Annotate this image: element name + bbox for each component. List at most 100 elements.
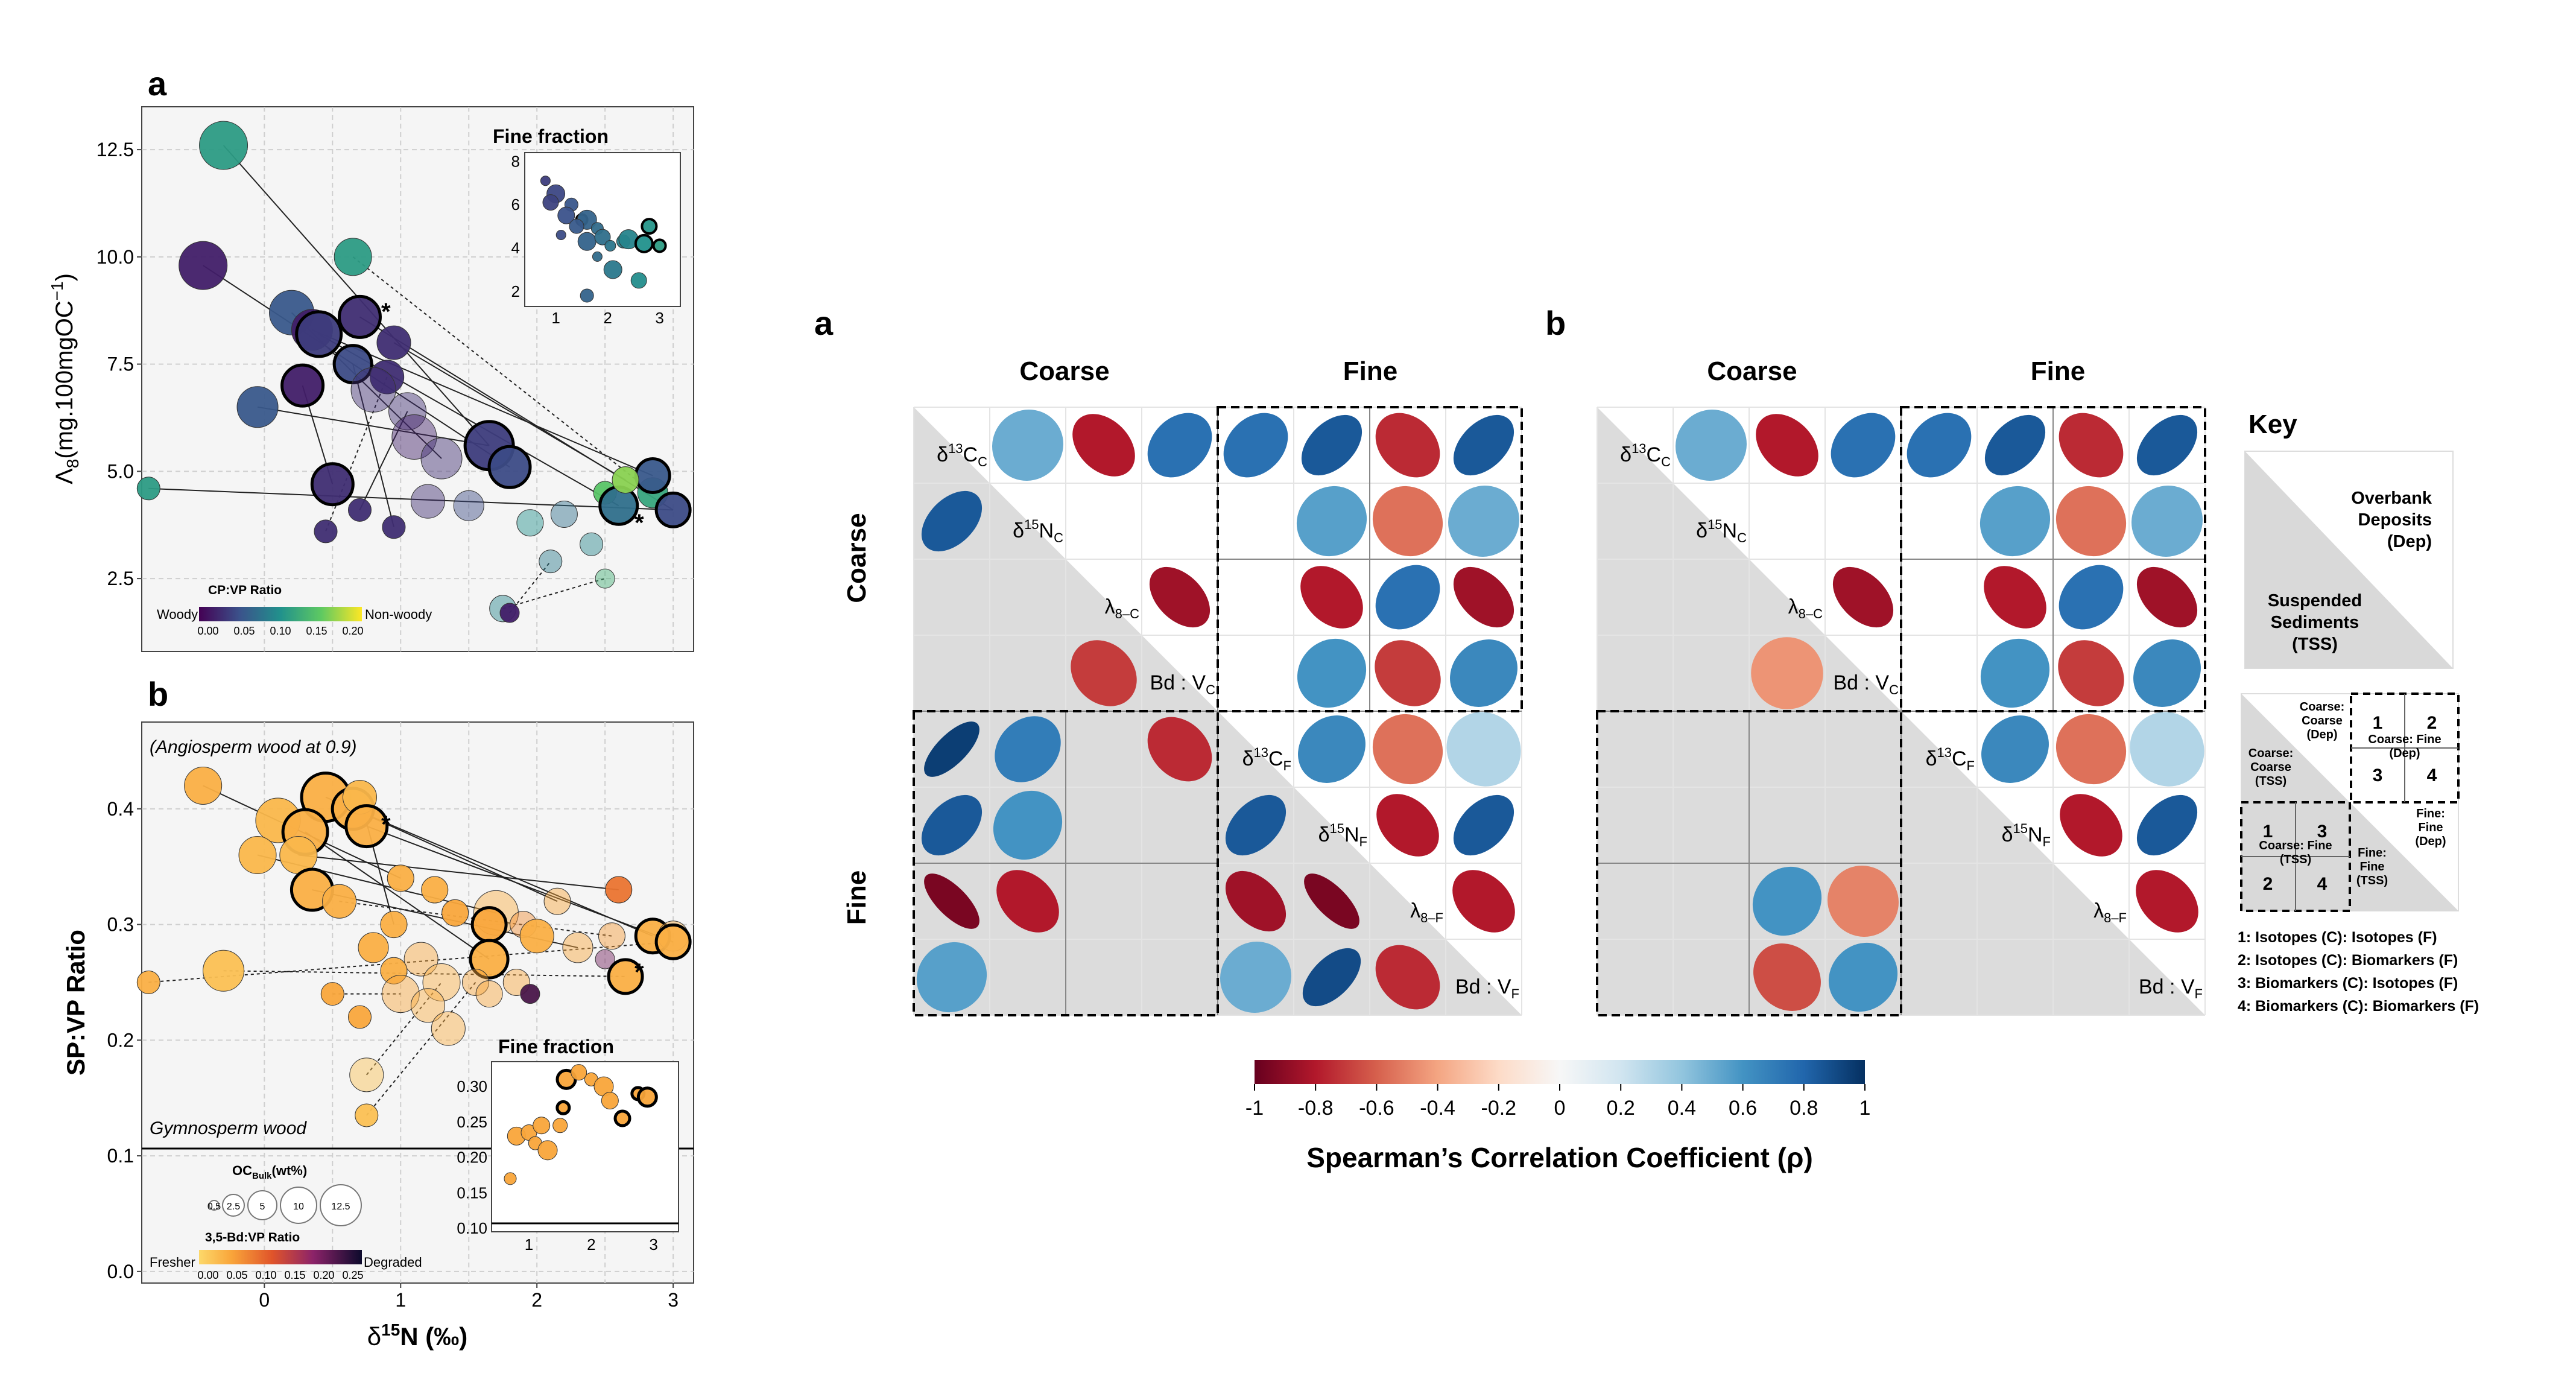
key-quadrant-diagram: Coarse:Coarse(Dep) Coarse: Fine(Dep)Coars… [2240, 692, 2460, 912]
scatter-point [314, 519, 338, 544]
correlation-ellipse [2059, 413, 2124, 478]
correlation-ellipse [1907, 413, 1972, 478]
key-quad-label: Fine [2359, 860, 2384, 873]
left-panel-b: b 0.4 0.3 0.2 0.1 0.0 SP:VP Ratio (Angiosper… [62, 675, 694, 1351]
legend-tick: 0.10 [255, 1269, 276, 1281]
scatter-point [652, 238, 667, 253]
inset-points [504, 1064, 658, 1185]
key-quad-label: (TSS) [2255, 775, 2286, 788]
correlation-ellipse [1301, 414, 1362, 476]
scatter-point [280, 363, 325, 408]
size-legend-label: 10 [293, 1202, 304, 1212]
key-quad-number: 2 [2427, 713, 2437, 733]
inset-y-tick: 0.20 [457, 1149, 487, 1167]
correlation-ellipse [924, 721, 979, 777]
connector-line [359, 411, 408, 510]
scatter-point [550, 500, 578, 528]
scatter-point [542, 194, 559, 211]
key-note: 3: Biomarkers (C): Isotopes (F) [2238, 975, 2458, 992]
y-tick-label: 0.2 [107, 1029, 134, 1051]
correlation-ellipse [2136, 414, 2198, 476]
dashed-block-fine-coarse [1217, 406, 1523, 712]
scatter-point [630, 272, 647, 289]
scatter-point [320, 982, 344, 1006]
inset-y-tick: 6 [511, 195, 520, 214]
row-label-coarse: Coarse [842, 513, 872, 603]
scatter-point [577, 232, 597, 251]
key-lower-text: Sediments [2271, 613, 2359, 632]
variable-label: δ13CF [1926, 745, 1975, 773]
scatter-point [580, 532, 604, 556]
scatter-point [380, 957, 408, 984]
correlation-ellipse [1831, 413, 1896, 478]
correlation-ellipse [2136, 566, 2198, 628]
size-legend-circle [209, 1200, 220, 1211]
key-quad-label: Fine: [2416, 807, 2445, 820]
scatter-point [569, 218, 584, 234]
correlation-ellipse [1375, 413, 1440, 478]
scatter-point [388, 392, 427, 431]
correlation-ellipse [1980, 638, 2050, 708]
size-legend-label: 12.5 [331, 1202, 350, 1212]
legend-ticks: 0.00 0.05 0.10 0.15 0.20 [197, 625, 363, 637]
inset-y-tick: 0.25 [457, 1113, 487, 1131]
scatter-point [540, 176, 551, 186]
variable-label: δ13CC [937, 441, 987, 469]
scatter-point [612, 466, 639, 494]
connector-line [223, 970, 626, 977]
key-lower-text: (TSS) [2292, 635, 2338, 654]
inset-x-tick: 2 [587, 1235, 595, 1253]
scatter-point [462, 968, 490, 996]
panel-letter-a: a [814, 304, 834, 342]
x-ticks: 0 1 2 3 [259, 1283, 679, 1311]
y-ticks: 12.5 10.0 7.5 5.0 2.5 [97, 139, 142, 589]
key-quad-label: (Dep) [2389, 747, 2420, 760]
variable-label: δ13CF [1242, 745, 1291, 773]
correlation-ellipse [924, 873, 979, 929]
inset-y-tick: 0.10 [457, 1219, 487, 1237]
column-label-coarse: Coarse [1707, 357, 1797, 386]
scatter-point [603, 260, 622, 279]
asterisk: * [635, 510, 644, 536]
scatter-point [355, 1103, 379, 1127]
scatter-point [422, 963, 461, 1001]
correlation-ellipse [996, 870, 1059, 933]
correlation-ellipse [1375, 945, 1440, 1010]
scatter-point [613, 1109, 631, 1127]
scatter-point [555, 1100, 571, 1115]
correlation-ellipse [1832, 566, 1894, 628]
colorbar-tick-label: 0 [1554, 1097, 1566, 1120]
correlation-ellipse [1450, 639, 1517, 707]
connector-line [352, 364, 394, 528]
variable-label: Bd : VF [2139, 975, 2203, 1001]
key-quad-number: 3 [2317, 822, 2328, 841]
y-tick-label: 0.4 [107, 798, 134, 820]
correlation-ellipse [1446, 712, 1521, 787]
inset-ticks: 0.30 0.25 0.20 0.15 0.10 1 2 3 [457, 1077, 658, 1253]
column-label-fine: Fine [1343, 357, 1397, 386]
correlation-ellipse [993, 790, 1063, 860]
scatter-point [136, 970, 160, 994]
annotation-gymnosperm: Gymnosperm wood [150, 1118, 307, 1138]
key-quad-text: Coarse:Coarse(Dep) Coarse: Fine(Dep)Coars… [2248, 700, 2446, 894]
scatter-point [557, 206, 575, 224]
right-figure: a b Coarse Fine Coarse Fine Coarse Fine … [814, 304, 2479, 1173]
scatter-point [344, 804, 389, 849]
legend-tick: 0.05 [233, 625, 255, 637]
scatter-point [537, 1140, 558, 1161]
key-quad-number: 4 [2427, 765, 2437, 785]
scatter-point [347, 498, 372, 522]
inset-y-tick: 2 [511, 282, 520, 300]
scatter-point [594, 229, 611, 246]
correlation-ellipse [2130, 712, 2204, 787]
correlation-ellipse [1756, 414, 1818, 477]
variable-label: λ8–F [1410, 899, 1443, 925]
scatter-point [607, 958, 644, 995]
color-legend: 3,5-Bd:VP Ratio Fresher Degraded 0.00 0.0… [150, 1231, 422, 1281]
legend-right-label: Degraded [364, 1255, 422, 1270]
correlation-ellipse [1297, 638, 1367, 708]
legend-tick: 0.20 [342, 625, 363, 637]
scatter-point [475, 980, 503, 1008]
scatter-point [470, 906, 508, 943]
scatter-point [580, 288, 594, 303]
